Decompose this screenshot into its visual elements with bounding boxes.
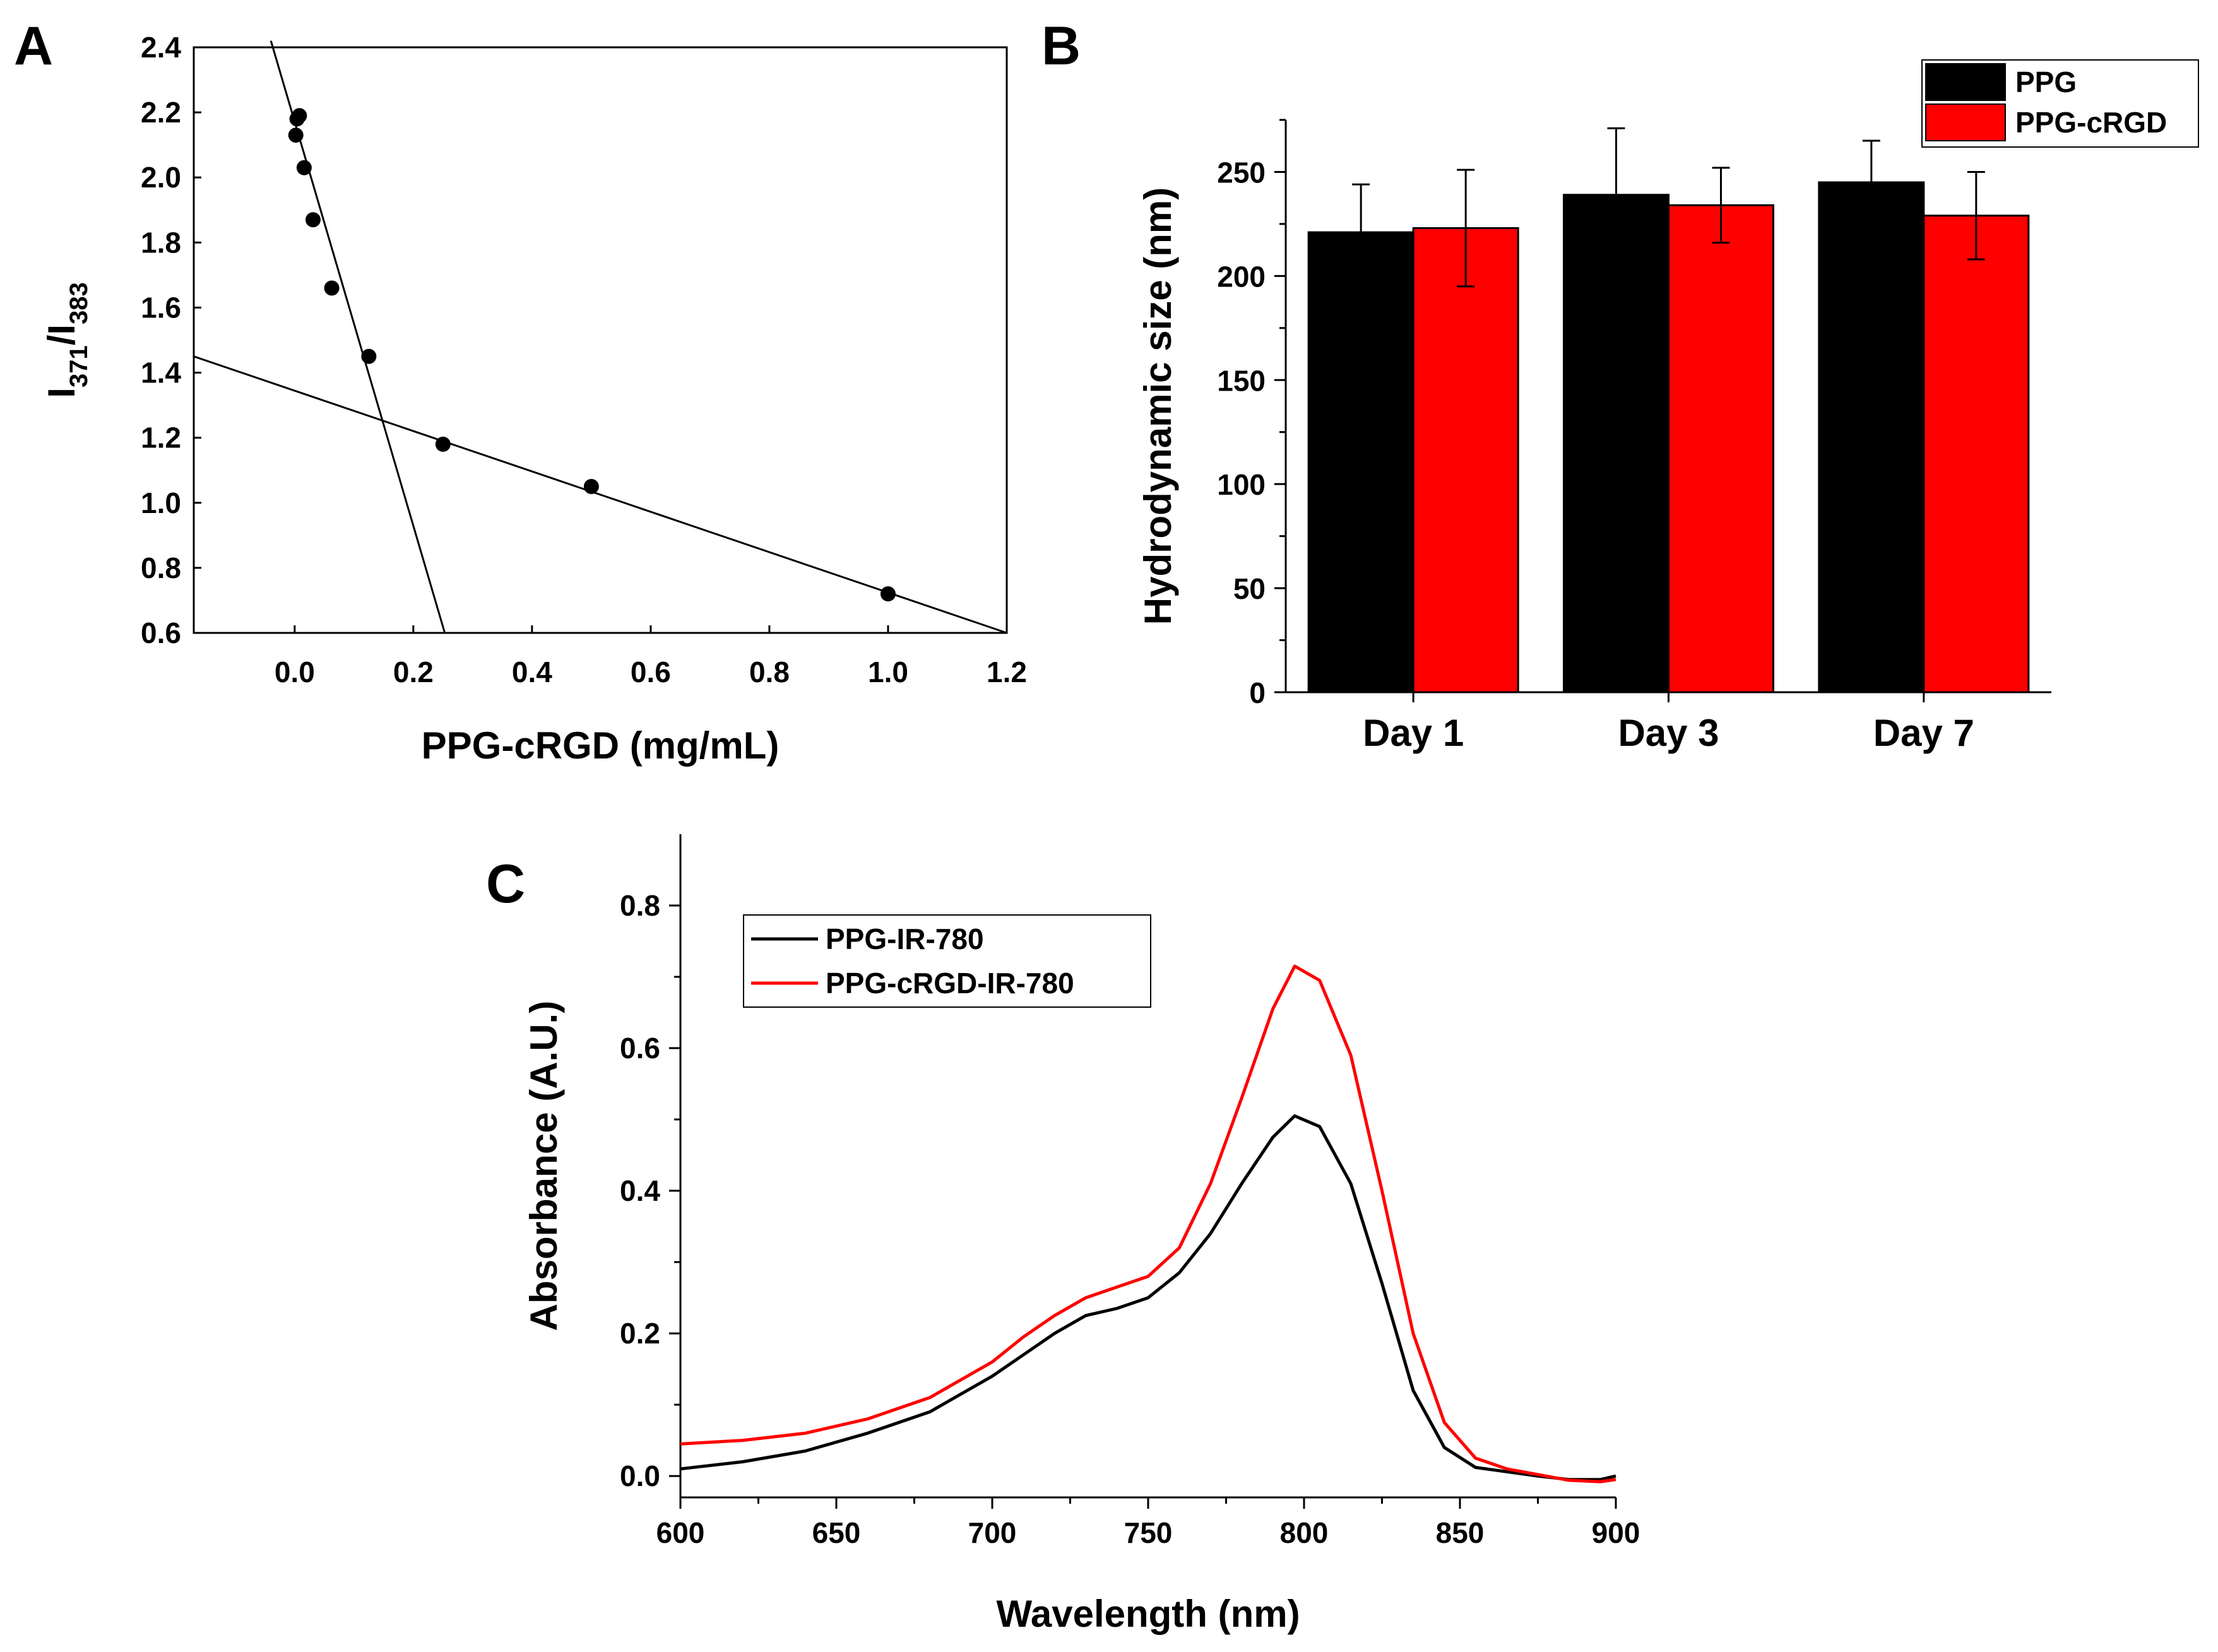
y-tick-label: 150 bbox=[1217, 364, 1266, 397]
x-tick-label: 850 bbox=[1436, 1516, 1485, 1549]
y-tick-label: 250 bbox=[1217, 156, 1266, 189]
x-tick-label: 900 bbox=[1592, 1516, 1640, 1549]
legend-box-c bbox=[743, 914, 1151, 1008]
data-point bbox=[288, 127, 304, 143]
data-point bbox=[361, 348, 377, 364]
data-point bbox=[296, 160, 312, 175]
plot-frame-a bbox=[193, 46, 1008, 634]
legend-swatch bbox=[1925, 63, 2006, 101]
y-tick-label: 2.4 bbox=[141, 31, 181, 64]
legend-label: PPG bbox=[2015, 66, 2077, 98]
panel-label-a: A bbox=[14, 16, 53, 76]
bar-ppg-crgd bbox=[1412, 227, 1519, 693]
data-point bbox=[435, 436, 451, 452]
x-axis-title-c: Wavelength (nm) bbox=[996, 1593, 1300, 1635]
bar-ppg bbox=[1307, 231, 1414, 693]
legend-swatch bbox=[1925, 103, 2006, 141]
legend-label: PPG-cRGD-IR-780 bbox=[826, 967, 1074, 1000]
y-tick-label: 50 bbox=[1233, 572, 1266, 605]
y-tick-label: 0.2 bbox=[620, 1317, 660, 1350]
x-tick-label: 700 bbox=[968, 1516, 1017, 1549]
bar-ppg bbox=[1818, 181, 1925, 693]
y-title-sub-383: 383 bbox=[65, 282, 93, 324]
bar-ppg-crgd bbox=[1923, 215, 2030, 693]
y-tick-label: 100 bbox=[1217, 468, 1266, 501]
x-axis-title-a: PPG-cRGD (mg/mL) bbox=[422, 724, 780, 767]
y-tick-label: 1.4 bbox=[141, 357, 181, 389]
y-tick-label: 1.8 bbox=[141, 226, 181, 259]
bar-ppg-crgd bbox=[1668, 204, 1774, 693]
x-tick-label: 1.2 bbox=[987, 656, 1027, 688]
data-point bbox=[305, 212, 321, 228]
y-axis-title-c: Absorbance (A.U.) bbox=[523, 1001, 565, 1331]
data-point bbox=[324, 280, 340, 296]
y-title-base: I bbox=[40, 387, 83, 398]
legend-label: PPG-IR-780 bbox=[826, 923, 984, 955]
y-tick-label: 1.6 bbox=[141, 291, 181, 324]
x-tick-label: 0.2 bbox=[393, 656, 434, 688]
x-tick-label: 0.4 bbox=[512, 656, 552, 688]
x-tick-label: 800 bbox=[1280, 1516, 1329, 1549]
y-tick-label: 0.8 bbox=[141, 552, 181, 584]
data-point bbox=[292, 108, 307, 124]
data-point bbox=[583, 479, 599, 494]
series-line-ppg-ir-780 bbox=[680, 1114, 1616, 1482]
y-tick-label: 0.4 bbox=[620, 1174, 660, 1207]
y-title-separator: /I bbox=[40, 324, 83, 345]
x-category-label: Day 7 bbox=[1873, 712, 1974, 754]
x-tick-label: 0.6 bbox=[631, 656, 671, 688]
chart-a: 0.0 0.2 0.4 0.6 0.8 1.0 1.2 0.6 0.8 1.0 1.2 1.4 1.6 1… bbox=[40, 31, 1027, 767]
chart-b: 0 50 100 150 200 250 Day 1 Day 3 Day 7 Hydrodynam… bbox=[1137, 59, 2199, 754]
y-axis-title-a: I371/I383 bbox=[40, 282, 93, 398]
panel-label-c: C bbox=[486, 854, 525, 914]
y-tick-label: 0.8 bbox=[620, 889, 660, 922]
x-tick-label: 750 bbox=[1124, 1516, 1173, 1549]
x-tick-label: 600 bbox=[656, 1516, 705, 1549]
x-tick-label: 1.0 bbox=[868, 656, 908, 688]
x-category-label: Day 3 bbox=[1618, 712, 1719, 754]
y-tick-label: 1.2 bbox=[141, 422, 181, 454]
bar-ppg bbox=[1563, 194, 1669, 693]
data-point bbox=[880, 586, 896, 602]
y-tick-label: 0.0 bbox=[620, 1460, 660, 1492]
fit-line-shallow bbox=[193, 355, 1007, 634]
x-category-label: Day 1 bbox=[1363, 712, 1464, 754]
x-tick-label: 650 bbox=[812, 1516, 861, 1549]
series-line-ppg-crgd-ir-780 bbox=[680, 964, 1616, 1484]
y-tick-label: 0.6 bbox=[620, 1032, 660, 1065]
panel-label-b: B bbox=[1041, 16, 1081, 76]
legend-label: PPG-cRGD bbox=[2015, 106, 2167, 139]
y-tick-label: 200 bbox=[1217, 260, 1266, 293]
y-axis-title-b: Hydrodynamic size (nm) bbox=[1137, 187, 1179, 625]
x-tick-label: 0.8 bbox=[749, 656, 790, 688]
y-title-sub-371: 371 bbox=[65, 345, 93, 387]
y-tick-label: 1.0 bbox=[141, 487, 181, 519]
x-tick-label: 0.0 bbox=[275, 656, 315, 688]
y-tick-label: 0 bbox=[1249, 676, 1266, 709]
chart-c: 600 650 700 750 800 850 900 0.0 0.2 0.4 0.6 0.8 Wave… bbox=[523, 834, 1640, 1635]
y-tick-label: 2.0 bbox=[141, 161, 181, 194]
y-tick-label: 2.2 bbox=[141, 96, 181, 129]
y-tick-label: 0.6 bbox=[141, 617, 181, 649]
